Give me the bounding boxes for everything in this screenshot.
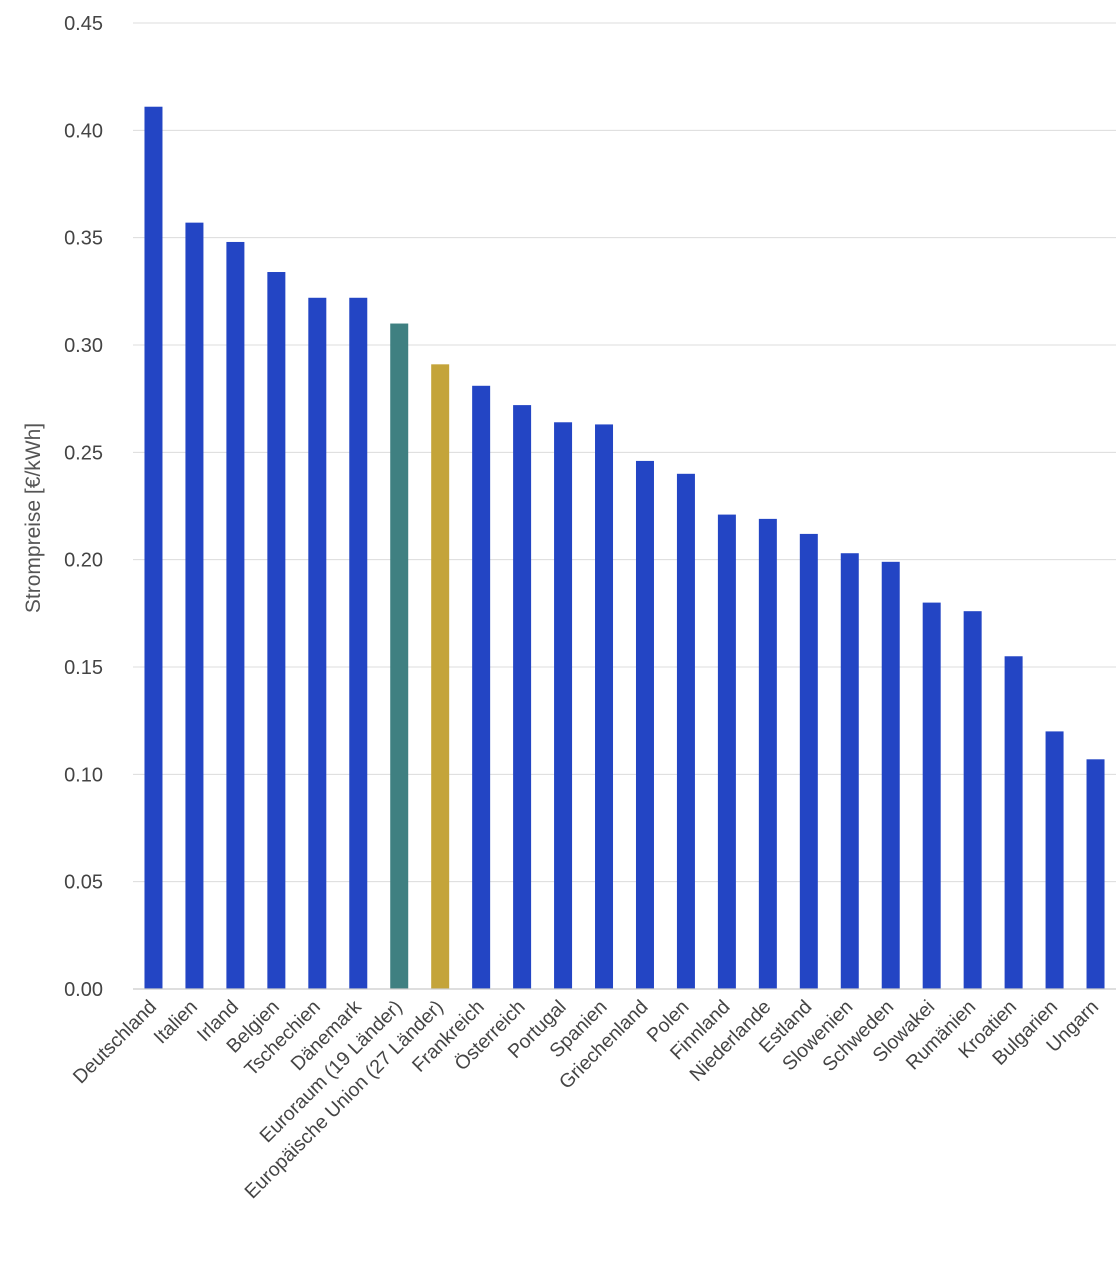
bar	[1004, 656, 1023, 989]
bar	[799, 533, 818, 989]
y-tick-label: 0.05	[64, 872, 103, 894]
bar	[308, 297, 327, 990]
x-tick-label: Deutschland	[69, 996, 161, 1088]
bar	[1045, 731, 1064, 989]
bar	[758, 518, 777, 989]
bar	[717, 514, 736, 989]
bar	[554, 422, 573, 989]
y-tick-label: 0.10	[64, 764, 103, 786]
bar	[431, 364, 450, 989]
bar	[349, 297, 368, 990]
bar	[881, 561, 900, 989]
y-axis-title: Strompreise [€/kWh]	[22, 423, 45, 613]
bar	[390, 323, 409, 989]
y-tick-label: 0.35	[64, 228, 103, 250]
bar	[267, 272, 286, 990]
y-tick-label: 0.40	[64, 120, 103, 142]
bar	[922, 602, 941, 989]
y-tick-label: 0.30	[64, 335, 103, 357]
bar	[144, 106, 163, 990]
gridlines	[133, 22, 1116, 883]
bar	[1086, 759, 1105, 989]
x-tick-label: Italien	[150, 996, 202, 1048]
bar	[840, 553, 859, 989]
bar	[472, 385, 491, 990]
x-axis-labels: DeutschlandItalienIrlandBelgienTschechie…	[69, 996, 1103, 1203]
y-tick-label: 0.00	[64, 979, 103, 1001]
y-tick-label: 0.45	[64, 13, 103, 35]
y-tick-label: 0.25	[64, 442, 103, 464]
bar	[676, 473, 695, 989]
bar	[963, 611, 982, 989]
bar	[635, 460, 654, 989]
y-tick-label: 0.20	[64, 550, 103, 572]
bar	[513, 405, 532, 989]
bars	[144, 106, 1105, 990]
bar	[226, 241, 245, 989]
y-axis-ticks: 0.00 0.05 0.10 0.15 0.20 0.25 0.30 0.35 0.40 0.45	[64, 13, 103, 1001]
bar	[595, 424, 614, 990]
bar	[185, 222, 204, 989]
y-tick-label: 0.15	[64, 657, 103, 679]
